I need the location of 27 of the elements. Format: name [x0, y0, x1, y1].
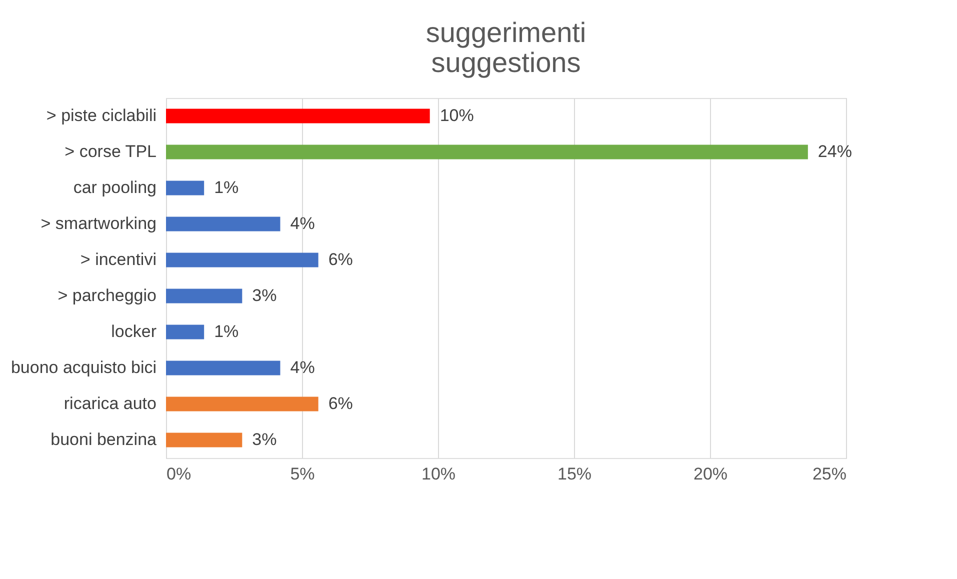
chart-title: suggerimenti suggestions — [426, 17, 586, 78]
y-tick-label: buono acquisto bici — [10, 358, 156, 377]
y-tick-label: > incentivi — [80, 250, 156, 269]
data-label: 24% — [818, 142, 852, 161]
data-label: 1% — [214, 178, 239, 197]
y-tick-label: > parcheggio — [58, 286, 156, 305]
data-label: 4% — [290, 358, 315, 377]
data-label: 1% — [214, 322, 239, 341]
y-tick-label: > smartworking — [40, 214, 156, 233]
x-tick-label: 15% — [557, 464, 592, 484]
data-label: 6% — [328, 394, 353, 413]
y-tick-label: > corse TPL — [64, 142, 156, 161]
x-tick-label: 0% — [166, 464, 192, 484]
x-tick-label: 20% — [693, 464, 728, 484]
data-label: 6% — [328, 250, 353, 269]
data-label: 3% — [252, 430, 277, 449]
data-label: 4% — [290, 214, 315, 233]
x-tick-label: 5% — [290, 464, 315, 484]
x-tick-label: 10% — [421, 464, 456, 484]
x-tick-label: 25% — [812, 464, 846, 484]
y-tick-label: locker — [111, 322, 157, 341]
y-tick-label: ricarica auto — [64, 394, 156, 413]
y-tick-label: buoni benzina — [50, 430, 158, 449]
y-tick-label: car pooling — [73, 178, 156, 197]
y-tick-label: > piste ciclabili — [46, 106, 156, 125]
data-label: 10% — [440, 106, 474, 125]
data-label: 3% — [252, 286, 277, 305]
